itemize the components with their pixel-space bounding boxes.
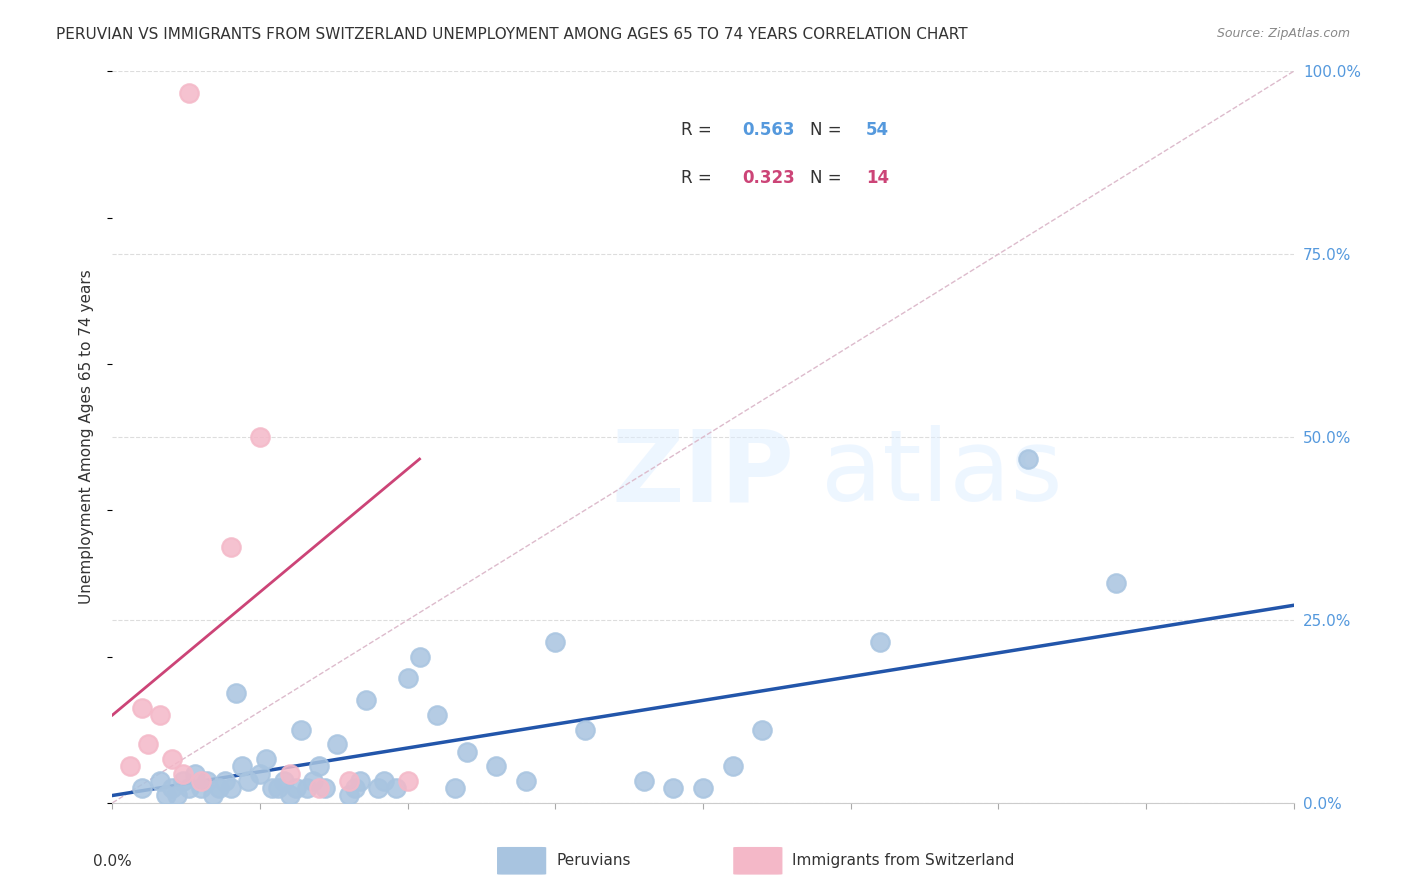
Point (396, 773, 419, 788)
FancyBboxPatch shape (734, 847, 782, 874)
Point (238, 773, 260, 788)
Point (219, 540, 242, 554)
Point (308, 781, 330, 796)
Point (149, 708, 172, 723)
Point (337, 773, 360, 788)
Point (166, 789, 188, 803)
FancyBboxPatch shape (498, 847, 546, 874)
Point (249, 766, 271, 780)
Text: 0.563: 0.563 (742, 121, 794, 139)
Point (131, 781, 153, 796)
Point (231, 759, 253, 773)
Point (131, 700, 153, 714)
Text: ZIP: ZIP (612, 425, 794, 522)
Point (662, 781, 685, 796)
Point (515, 773, 537, 788)
Point (385, 781, 408, 796)
Point (208, 781, 231, 796)
Point (1017, 452, 1039, 467)
FancyBboxPatch shape (628, 161, 671, 195)
Text: 0.0%: 0.0% (93, 854, 132, 869)
Point (485, 759, 508, 773)
Text: R =: R = (681, 169, 717, 187)
Text: N =: N = (810, 121, 848, 139)
Point (751, 723, 773, 737)
Y-axis label: Unemployment Among Ages 65 to 74 years: Unemployment Among Ages 65 to 74 years (79, 269, 94, 605)
Point (278, 789, 301, 803)
Point (426, 708, 449, 723)
Point (1105, 576, 1128, 591)
Text: 0.323: 0.323 (742, 169, 796, 187)
Point (314, 781, 336, 796)
Point (869, 635, 891, 649)
Point (225, 686, 247, 700)
Point (214, 773, 236, 788)
Point (396, 672, 419, 686)
Point (149, 773, 172, 788)
FancyBboxPatch shape (628, 113, 671, 147)
Point (179, 781, 201, 796)
Point (278, 766, 301, 780)
Point (267, 781, 290, 796)
Text: 14: 14 (866, 169, 889, 187)
Point (456, 745, 478, 759)
Point (190, 781, 212, 796)
Point (343, 781, 366, 796)
Point (190, 773, 212, 788)
Point (254, 752, 277, 766)
Point (120, 759, 142, 773)
Point (201, 789, 224, 803)
FancyBboxPatch shape (613, 96, 934, 207)
Point (367, 781, 389, 796)
Point (444, 781, 467, 796)
Point (302, 773, 325, 788)
Point (273, 773, 295, 788)
Point (284, 781, 307, 796)
Point (179, 87, 201, 101)
Text: atlas: atlas (821, 425, 1063, 522)
Point (633, 773, 655, 788)
Point (308, 759, 330, 773)
Point (337, 789, 360, 803)
Point (349, 773, 371, 788)
Point (721, 759, 744, 773)
Point (356, 693, 378, 707)
Text: PERUVIAN VS IMMIGRANTS FROM SWITZERLAND UNEMPLOYMENT AMONG AGES 65 TO 74 YEARS C: PERUVIAN VS IMMIGRANTS FROM SWITZERLAND … (56, 27, 967, 42)
Point (155, 789, 177, 803)
Text: Immigrants from Switzerland: Immigrants from Switzerland (793, 854, 1015, 868)
Point (172, 766, 194, 780)
Point (249, 430, 271, 444)
Point (172, 773, 194, 788)
Point (408, 649, 430, 664)
Point (373, 773, 395, 788)
Point (260, 781, 283, 796)
Point (544, 635, 567, 649)
Text: R =: R = (681, 121, 717, 139)
Point (574, 723, 596, 737)
Point (160, 781, 183, 796)
Point (184, 766, 207, 780)
Point (219, 781, 242, 796)
Point (692, 781, 714, 796)
Text: Peruvians: Peruvians (557, 854, 630, 868)
Text: 54: 54 (866, 121, 889, 139)
Point (136, 737, 159, 751)
Text: N =: N = (810, 169, 848, 187)
Point (195, 773, 218, 788)
Text: Source: ZipAtlas.com: Source: ZipAtlas.com (1216, 27, 1350, 40)
Point (297, 781, 319, 796)
Point (290, 723, 312, 737)
Point (160, 752, 183, 766)
Point (326, 737, 349, 751)
